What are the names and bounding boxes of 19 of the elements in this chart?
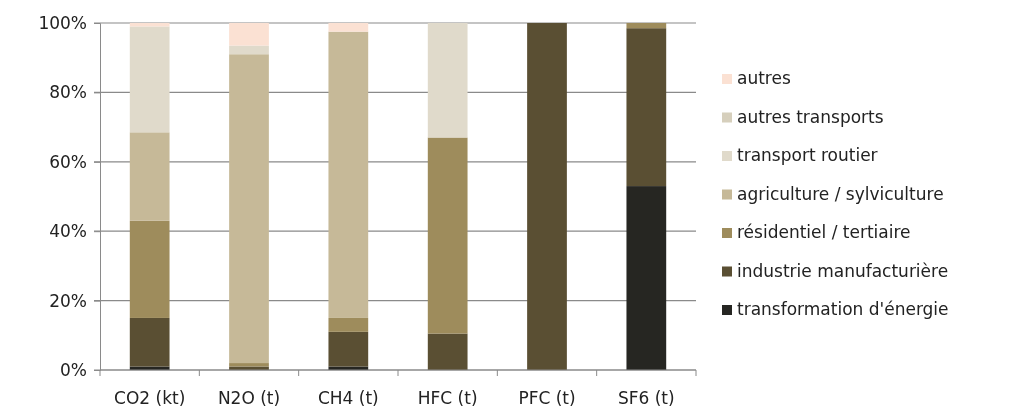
legend-label: autres xyxy=(737,68,791,88)
legend-label: transport routier xyxy=(737,145,878,165)
y-tick-label: 100% xyxy=(38,12,87,33)
legend-label: industrie manufacturière xyxy=(737,260,949,281)
y-tick-label: 40% xyxy=(49,221,87,242)
y-tick-label: 0% xyxy=(60,359,87,380)
x-tick-label: PFC (t) xyxy=(518,388,576,408)
legend-label: transformation d'énergie xyxy=(737,299,949,319)
legend-label: résidentiel / tertiaire xyxy=(737,222,911,242)
legend-label: agriculture / sylviculture xyxy=(737,183,944,204)
x-tick-label: CH4 (t) xyxy=(317,388,379,408)
legend-label: autres transports xyxy=(737,106,884,127)
y-tick-label: 60% xyxy=(49,151,87,172)
x-tick-label: SF6 (t) xyxy=(617,388,675,408)
y-tick-label: 20% xyxy=(49,290,87,311)
y-tick-label: 80% xyxy=(49,82,87,103)
x-tick-label: CO2 (kt) xyxy=(114,388,186,408)
x-tick-label: HFC (t) xyxy=(417,388,478,408)
x-tick-label: N2O (t) xyxy=(217,388,281,408)
